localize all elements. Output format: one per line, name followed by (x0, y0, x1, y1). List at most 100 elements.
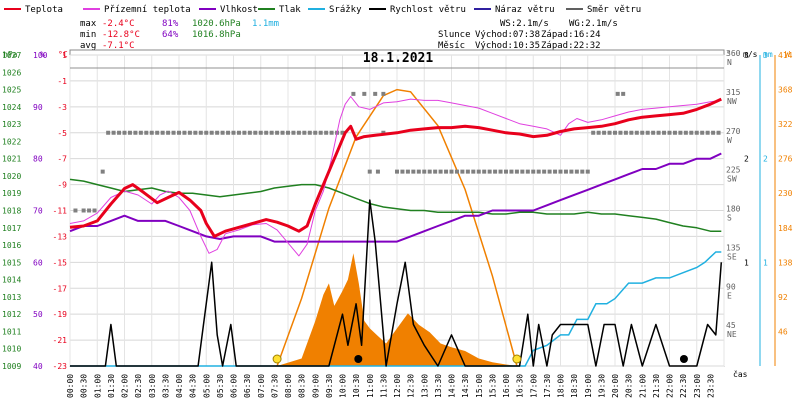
wind-direction-mark (694, 130, 699, 135)
wind-direction-mark (275, 130, 280, 135)
time-tick-label: 12:00 (393, 374, 402, 398)
ground-temp-line (69, 96, 722, 257)
solar-tick-label: 368 (778, 86, 793, 95)
wind-direction-mark (100, 169, 105, 174)
temp-tick-label: -19 (53, 310, 68, 319)
wind-direction-mark (198, 130, 203, 135)
unit-w: W (785, 50, 790, 59)
wind-direction-mark (166, 130, 171, 135)
wind-direction-mark (264, 130, 269, 135)
unit-degc: °C (58, 50, 68, 59)
unit-cas: čas (733, 369, 748, 379)
pressure-tick-label: 1020 (2, 172, 21, 181)
humidity-tick-label: 90 (33, 103, 43, 112)
time-tick-label: 00:00 (66, 374, 75, 398)
time-tick-label: 13:00 (420, 374, 429, 398)
humidity-tick-label: 70 (33, 207, 43, 216)
wind-direction-mark (144, 130, 149, 135)
wind-direction-mark (247, 130, 252, 135)
wind-direction-mark (87, 208, 92, 213)
time-tick-label: 09:00 (311, 374, 320, 398)
pressure-tick-label: 1018 (2, 207, 21, 216)
wind-tick-label: 1 (744, 258, 749, 267)
wind-direction-mark (236, 130, 241, 135)
time-tick-label: 22:30 (679, 374, 688, 398)
direction-tick-degrees: 225 (726, 166, 741, 175)
time-tick-label: 01:30 (107, 374, 116, 398)
time-tick-label: 01:00 (93, 374, 102, 398)
time-axis: 00:00 00:30 01:00 01:30 02:00 02:30 03:00 03:30… (66, 374, 715, 398)
wind-direction-mark (291, 130, 296, 135)
wind-direction-mark (591, 130, 596, 135)
wind-direction-mark (536, 169, 541, 174)
wind-direction-mark (542, 169, 547, 174)
wind-direction-mark (324, 130, 329, 135)
wind-direction-mark (514, 169, 519, 174)
pressure-tick-label: 1024 (2, 103, 21, 112)
pressure-tick-label: 1014 (2, 276, 21, 285)
solar-tick-label: 92 (778, 293, 788, 302)
wind-direction-mark (313, 130, 318, 135)
pressure-tick-label: 1017 (2, 224, 21, 233)
moonrise-value: Východ:10:35 (475, 41, 540, 51)
wind-direction-mark (280, 130, 285, 135)
wind-direction-mark (416, 169, 421, 174)
stats-min-humidity: 64% (162, 30, 179, 40)
wind-direction-mark (171, 130, 176, 135)
wind-direction-mark (362, 91, 367, 96)
wind-direction-mark (476, 169, 481, 174)
wind-direction-mark (547, 169, 552, 174)
time-tick-label: 16:00 (502, 374, 511, 398)
legend-label-naraz-vetru: Náraz větru (495, 5, 555, 15)
time-tick-label: 02:00 (121, 374, 130, 398)
legend-label-rychlost-vetru: Rychlost větru (390, 5, 466, 15)
time-tick-label: 06:00 (230, 374, 239, 398)
time-tick-label: 18:00 (557, 374, 566, 398)
moonset-value: Západ:22:32 (541, 41, 601, 51)
wind-direction-mark (182, 130, 187, 135)
wind-direction-mark (204, 130, 209, 135)
stats-block: max -2.4°C 81% 1020.6hPa 1.1mm min -12.8… (80, 19, 279, 51)
wind-direction-mark (509, 169, 514, 174)
time-tick-label: 14:00 (448, 374, 457, 398)
stats-min-label: min (80, 30, 96, 40)
wind-direction-mark (411, 169, 416, 174)
wind-direction-mark (155, 130, 160, 135)
wind-direction-mark (493, 169, 498, 174)
wg-value: WG:2.1m/s (569, 19, 618, 29)
wind-direction-mark (662, 130, 667, 135)
pressure-tick-label: 1009 (2, 362, 21, 371)
pressure-tick-label: 1012 (2, 310, 21, 319)
wind-direction-mark (226, 130, 231, 135)
wind-direction-mark (444, 169, 449, 174)
wind-tick-label: 3 (744, 51, 749, 60)
time-tick-label: 07:00 (257, 374, 266, 398)
sunset-marker (512, 354, 522, 364)
wind-direction-mark (351, 91, 356, 96)
wind-direction-mark (81, 208, 86, 213)
wind-direction-mark (520, 169, 525, 174)
sun-moon-block: WS:2.1m/s WG:2.1m/s Slunce Východ:07:38 … (438, 19, 618, 51)
time-tick-label: 08:30 (298, 374, 307, 398)
time-tick-label: 19:00 (584, 374, 593, 398)
legend-label-teplota: Teplota (25, 5, 63, 15)
legend-label-tlak: Tlak (279, 5, 301, 15)
series-layer (69, 88, 723, 367)
time-tick-label: 23:30 (706, 374, 715, 398)
wind-direction-mark (651, 130, 656, 135)
moon-label: Měsíc (438, 41, 465, 51)
time-tick-label: 14:30 (461, 374, 470, 398)
wind-direction-mark (656, 130, 661, 135)
time-tick-label: 04:00 (175, 374, 184, 398)
wind-direction-mark (667, 130, 672, 135)
stats-min-pressure: 1016.8hPa (192, 30, 241, 40)
wind-direction-mark (160, 130, 165, 135)
wind-direction-mark (209, 130, 214, 135)
wind-direction-mark (187, 130, 192, 135)
pressure-tick-label: 1011 (2, 327, 21, 336)
unit-deg: ° (726, 50, 731, 59)
time-tick-label: 03:00 (148, 374, 157, 398)
wind-direction-mark (640, 130, 645, 135)
wind-direction-mark (381, 91, 386, 96)
